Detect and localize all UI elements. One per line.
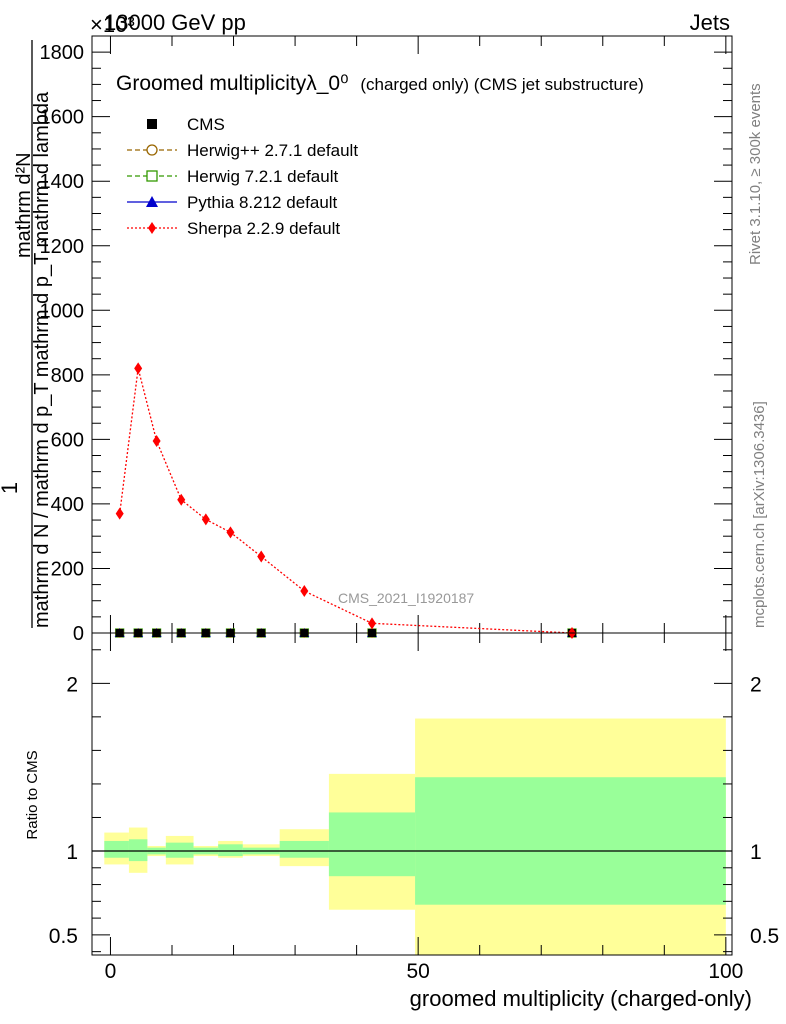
process-label: Jets [690, 10, 730, 35]
exponent-label: ×10³ [90, 12, 135, 37]
legend-marker-sherpa [148, 222, 156, 234]
sherpa-point [134, 362, 143, 375]
ylabel-denominator: mathrm d N / mathrm d p_T mathrm d p_T m… [31, 91, 53, 628]
x-axis-label: groomed multiplicity (charged-only) [410, 986, 752, 1011]
ratio-y-tick-label-right: 2 [750, 673, 762, 696]
main-y-tick-label: 1600 [40, 107, 85, 129]
main-y-tick-label: 1200 [40, 236, 85, 258]
legend-label-cms: CMS [187, 115, 225, 134]
sherpa-point [177, 493, 186, 506]
legend-item-cms: CMS [147, 115, 225, 134]
main-y-tick-label: 1400 [40, 171, 85, 193]
ylabel-top: mathrm d²N [13, 152, 35, 258]
ratio-y-tick-label: 2 [66, 673, 78, 696]
ylabel-numerator: 1 [0, 482, 22, 494]
sherpa-point [300, 585, 309, 598]
ratio-inner-band [328, 812, 416, 877]
ratio-y-axis-label: Ratio to CMS [24, 750, 41, 839]
main-title-main: Groomed multiplicityλ_0⁰ [116, 72, 349, 95]
legend-label-pythia: Pythia 8.212 default [187, 193, 338, 212]
legend-marker-herwigpp [146, 144, 158, 156]
legend-marker-cms [147, 119, 157, 129]
ratio-uncertainty-bands [92, 718, 732, 955]
main-y-tick-label: 1000 [40, 300, 85, 322]
analysis-watermark: CMS_2021_I1920187 [338, 590, 474, 606]
legend-item-herwig7: Herwig 7.2.1 default [127, 167, 338, 186]
ratio-inner-band [279, 840, 329, 858]
legend-marker-pythia [146, 196, 158, 207]
main-y-tick-label: 400 [51, 494, 84, 516]
sherpa-point [368, 617, 376, 630]
legend: CMS Herwig++ 2.7.1 default Herwig 7.2.1 de… [127, 115, 358, 238]
ratio-y-tick-label: 0.5 [49, 925, 78, 948]
x-tick-label: 50 [406, 960, 429, 983]
x-tick-label: 0 [105, 960, 117, 983]
ratio-frame [91, 632, 733, 956]
sherpa-point [226, 526, 235, 539]
main-y-axis-label: 1 mathrm d²N mathrm d N / mathrm d p_T m… [0, 40, 53, 628]
ratio-y-tick-label-right: 1 [750, 841, 762, 864]
sherpa-point [201, 513, 210, 526]
sherpa-point [115, 507, 124, 520]
ratio-axis-ticks: 0.5 0.5 1 1 2 2 0 50 100 [49, 633, 779, 983]
ratio-inner-band [165, 842, 194, 858]
legend-marker-herwig7 [146, 170, 158, 182]
mcplots-label: mcplots.cern.ch [arXiv:1306.3436] [751, 401, 768, 628]
legend-item-sherpa: Sherpa 2.2.9 default [127, 219, 340, 238]
rivet-label: Rivet 3.1.10, ≥ 300k events [747, 83, 764, 265]
main-y-tick-label: 1800 [40, 42, 85, 64]
ratio-inner-band [104, 840, 129, 858]
main-y-tick-label: 600 [51, 429, 84, 451]
x-tick-label: 100 [708, 960, 743, 983]
sherpa-line [119, 368, 573, 634]
main-y-tick-label: 0 [73, 623, 84, 645]
legend-item-pythia: Pythia 8.212 default [127, 193, 338, 212]
ratio-inner-band [415, 777, 726, 905]
legend-label-sherpa: Sherpa 2.2.9 default [187, 219, 340, 238]
main-title-suffix: (charged only) (CMS jet substructure) [360, 75, 643, 94]
ratio-y-tick-label: 1 [66, 841, 78, 864]
ratio-inner-band [218, 844, 243, 857]
legend-label-herwig7: Herwig 7.2.1 default [187, 167, 338, 186]
sherpa-point [257, 550, 266, 563]
ratio-y-tick-label-right: 0.5 [750, 925, 779, 948]
main-y-tick-label: 800 [51, 365, 84, 387]
ratio-inner-band [128, 839, 148, 862]
main-y-tick-label: 200 [51, 558, 84, 580]
legend-label-herwigpp: Herwig++ 2.7.1 default [187, 141, 358, 160]
sherpa-point [152, 434, 161, 447]
energy-label: 13000 GeV pp [104, 10, 246, 35]
legend-item-herwigpp: Herwig++ 2.7.1 default [127, 141, 358, 160]
main-title: Groomed multiplicityλ_0⁰ (charged only) … [116, 72, 644, 95]
main-axis-ticks: 0 200 400 600 800 1000 1200 1400 1600 1800 [40, 35, 732, 645]
